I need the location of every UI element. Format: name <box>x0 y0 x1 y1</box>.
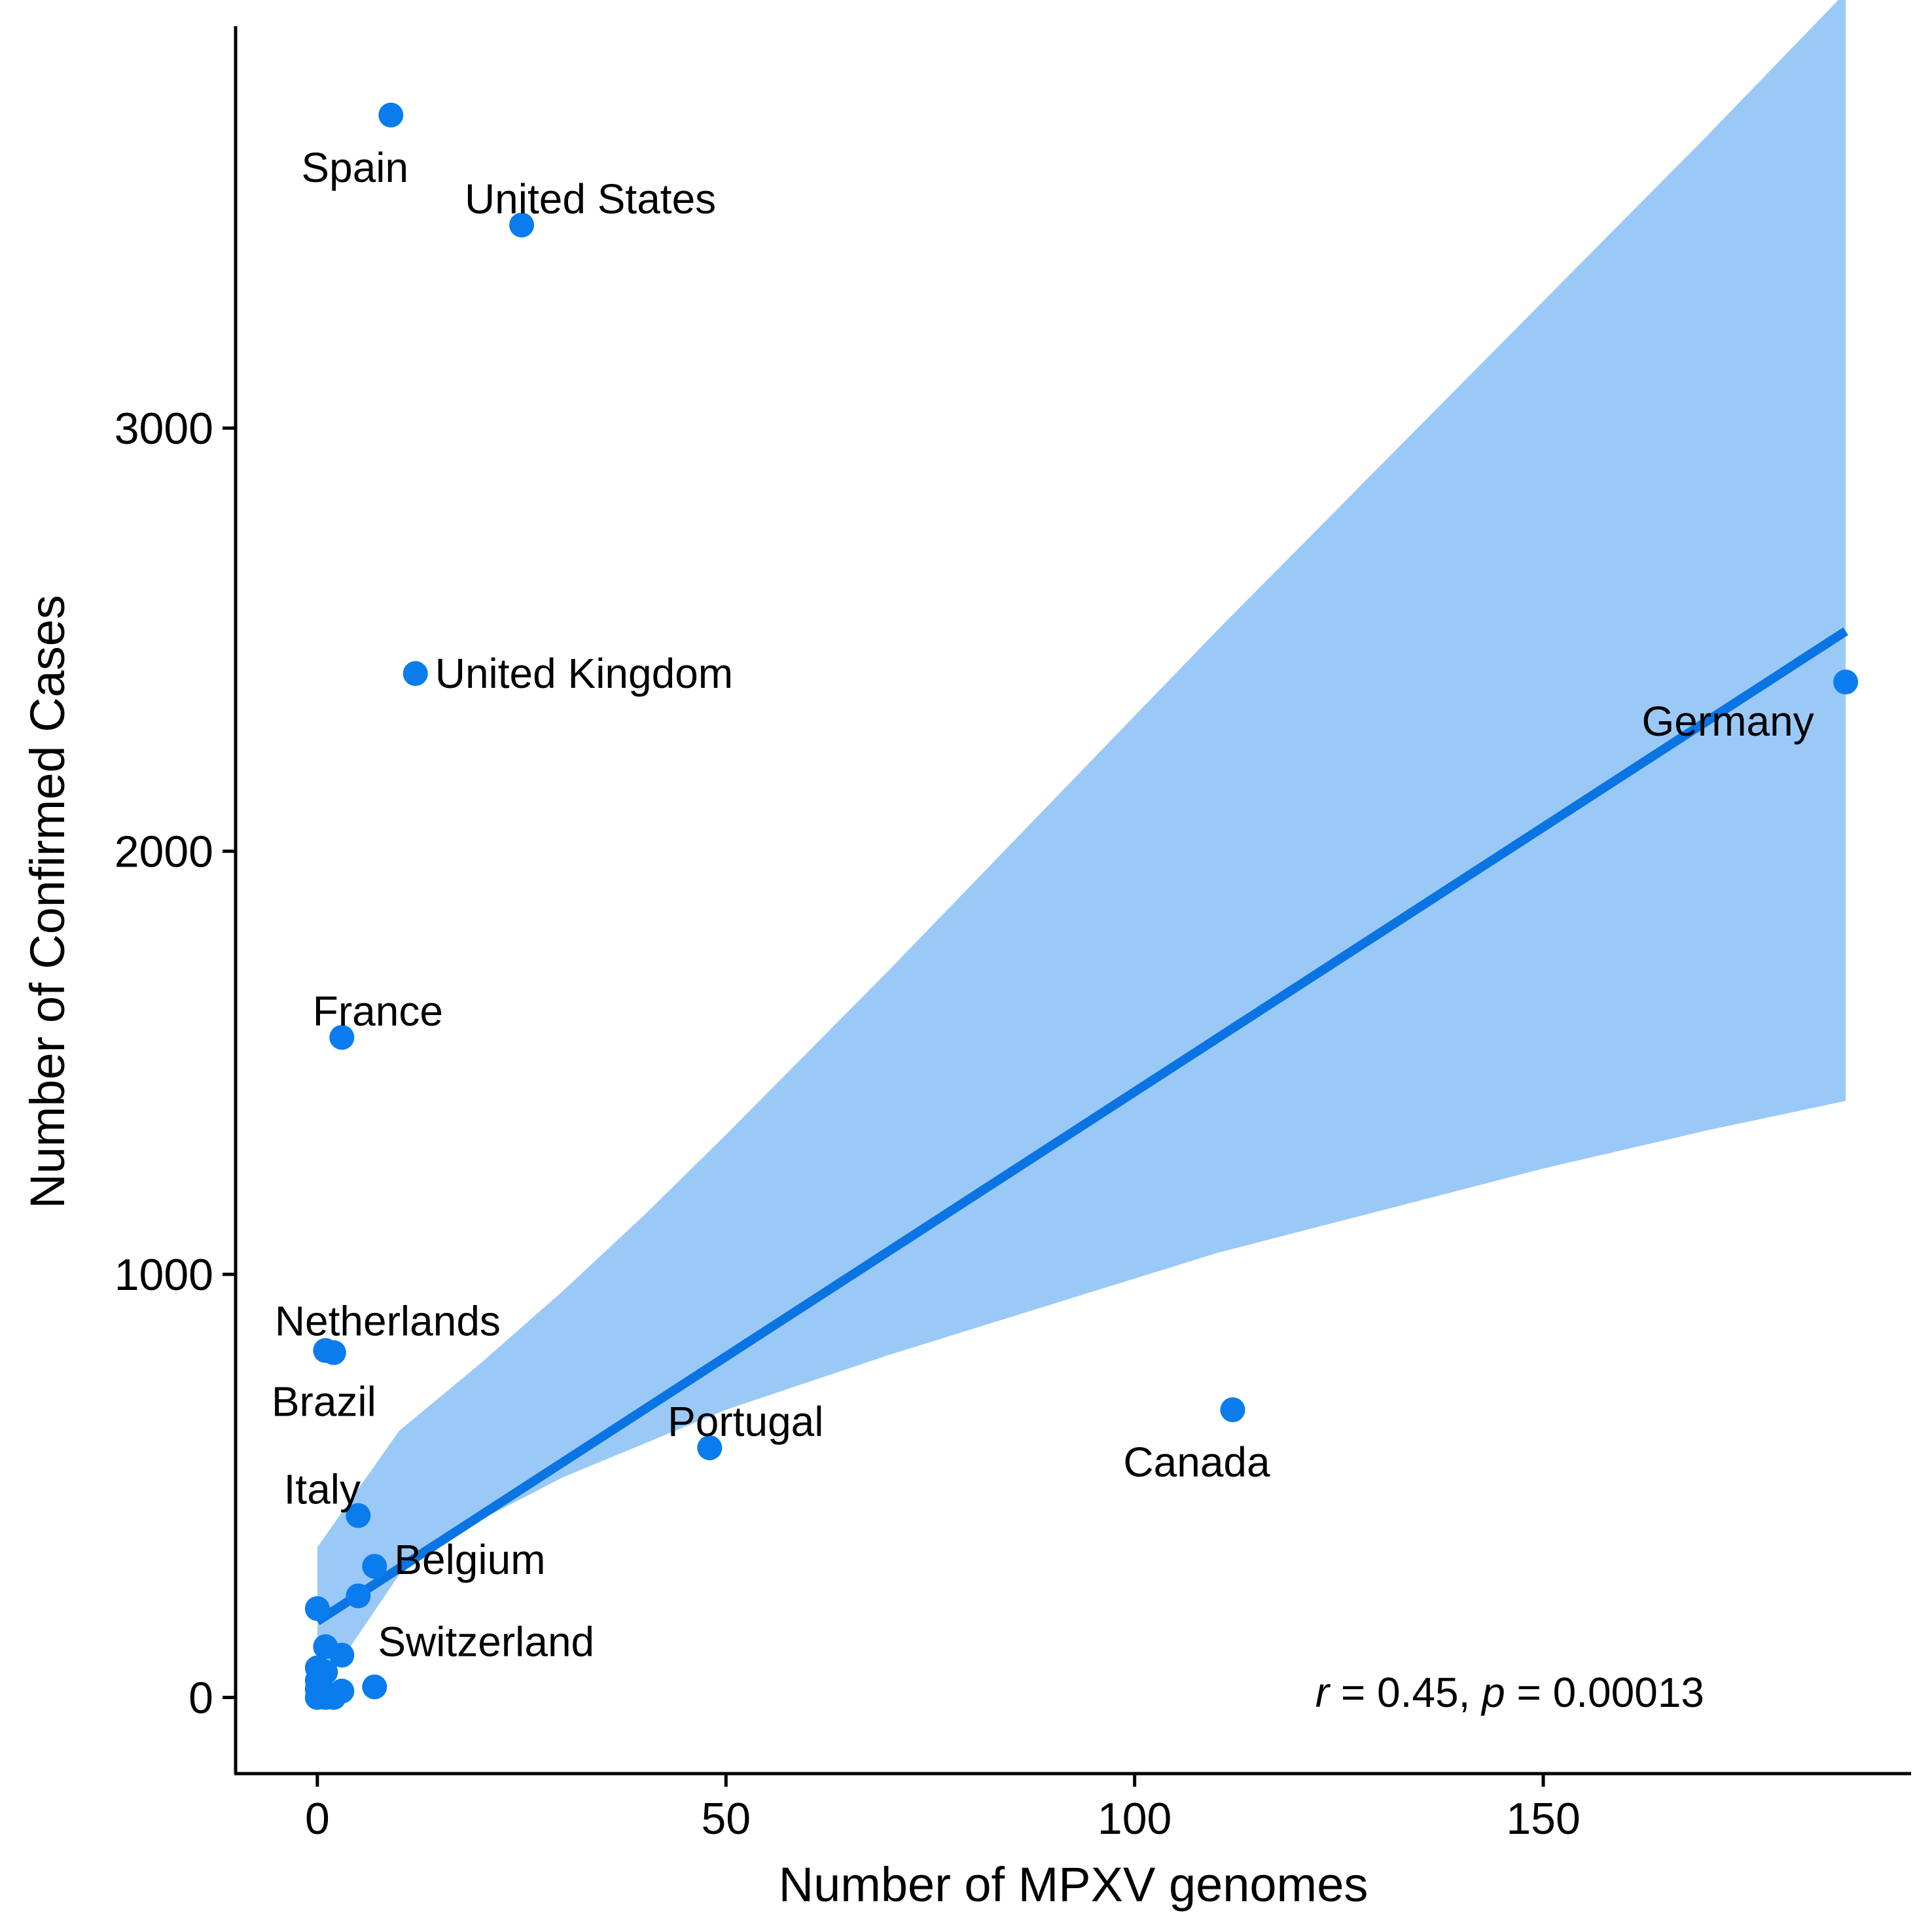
point-label: France <box>313 988 443 1035</box>
data-point <box>329 1642 355 1668</box>
regression-line-layer <box>315 627 1848 1626</box>
data-point <box>304 1596 330 1621</box>
data-point <box>697 1435 723 1461</box>
point-label: Canada <box>1123 1439 1270 1486</box>
p-value: = 0.00013 <box>1505 1669 1704 1716</box>
axes-layer: 0 50 100 150 0 1000 2000 3000 <box>115 26 1911 1844</box>
r-value: = 0.45, <box>1329 1669 1482 1716</box>
regression-line <box>315 627 1848 1626</box>
point-labels-layer: Spain United States United Kingdom Germany F… <box>272 144 1814 1666</box>
y-tick-label: 2000 <box>115 827 213 877</box>
point-label: Spain <box>301 144 408 191</box>
data-point <box>1220 1397 1245 1423</box>
data-point <box>362 1674 387 1700</box>
point-label: United Kingdom <box>435 650 733 697</box>
data-point <box>321 1340 346 1365</box>
data-points-layer <box>304 102 1859 1710</box>
data-point <box>362 1554 387 1579</box>
data-point <box>346 1503 371 1528</box>
correlation-annotation: r = 0.45, p = 0.00013 <box>1315 1669 1704 1716</box>
point-label: Italy <box>284 1466 361 1513</box>
data-point <box>321 1685 346 1710</box>
x-tick-label: 100 <box>1098 1794 1172 1844</box>
y-tick-label: 0 <box>188 1673 213 1723</box>
x-tick-label: 150 <box>1506 1794 1580 1844</box>
data-point <box>402 661 428 687</box>
point-label: Germany <box>1642 698 1814 745</box>
point-label: Switzerland <box>378 1618 594 1665</box>
point-label: Netherlands <box>275 1298 501 1345</box>
point-label: United States <box>465 175 716 223</box>
p-symbol: p <box>1480 1669 1505 1716</box>
x-tick-label: 50 <box>701 1794 751 1844</box>
confidence-band-layer <box>317 0 1846 1696</box>
point-label: Portugal <box>668 1398 823 1445</box>
r-symbol: r <box>1315 1669 1331 1716</box>
y-tick-label: 3000 <box>115 404 213 454</box>
point-label: Belgium <box>394 1536 545 1583</box>
x-axis-title: Number of MPXV genomes <box>779 1857 1368 1912</box>
data-point <box>329 1025 355 1050</box>
y-axis-title: Number of Confirmed Cases <box>20 595 75 1209</box>
data-point <box>509 212 535 238</box>
data-point <box>1833 670 1859 695</box>
confidence-band <box>317 0 1846 1696</box>
y-tick-label: 1000 <box>115 1250 213 1300</box>
x-tick-label: 0 <box>305 1794 330 1844</box>
data-point <box>378 102 404 128</box>
point-label: Brazil <box>272 1378 376 1425</box>
data-point <box>346 1583 371 1609</box>
